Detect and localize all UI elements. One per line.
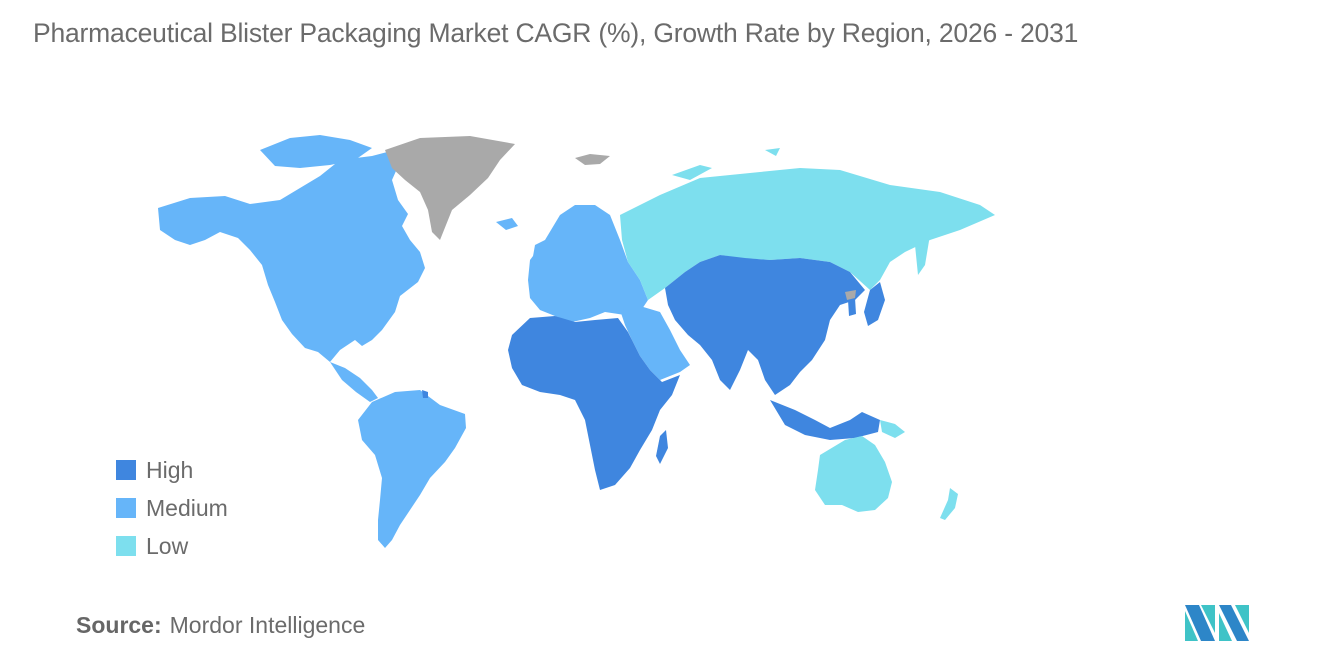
source-credit: Source: Mordor Intelligence [76, 612, 365, 639]
region-russia [620, 168, 995, 300]
region-japan [864, 282, 885, 326]
region-svalbard [575, 154, 610, 165]
mordor-intelligence-logo-icon [1185, 605, 1249, 641]
region-iceland [496, 218, 518, 230]
region-canada-islands [260, 135, 372, 168]
legend-item-high: High [116, 451, 228, 489]
chart-title: Pharmaceutical Blister Packaging Market … [33, 18, 1079, 48]
region-greenland [385, 136, 515, 240]
legend-swatch-high [116, 460, 136, 480]
region-southeast-asia-islands [770, 400, 880, 440]
region-north-korea [845, 290, 856, 300]
region-papua-new-guinea [880, 420, 905, 438]
legend-label-low: Low [146, 532, 189, 559]
legend-swatch-low [116, 536, 136, 556]
legend-swatch-medium [116, 498, 136, 518]
region-russia-north-islands [672, 148, 780, 180]
region-uk [532, 240, 548, 268]
region-madagascar [656, 430, 668, 464]
region-central-america [330, 362, 378, 402]
legend-item-low: Low [116, 527, 228, 565]
region-kamchatka [915, 235, 930, 275]
region-south-america [358, 390, 466, 548]
source-label: Source: [76, 612, 162, 638]
region-europe [528, 205, 648, 322]
legend: High Medium Low [116, 451, 228, 565]
legend-label-medium: Medium [146, 494, 228, 521]
region-middle-east [620, 306, 690, 380]
region-french-guiana [422, 390, 428, 398]
legend-item-medium: Medium [116, 489, 228, 527]
region-africa [508, 316, 680, 490]
region-asia [665, 255, 865, 395]
region-korea [848, 298, 856, 316]
region-australia [815, 436, 892, 512]
source-value: Mordor Intelligence [169, 612, 366, 638]
region-north-america [158, 150, 425, 362]
legend-label-high: High [146, 456, 194, 483]
region-new-zealand [940, 488, 958, 520]
